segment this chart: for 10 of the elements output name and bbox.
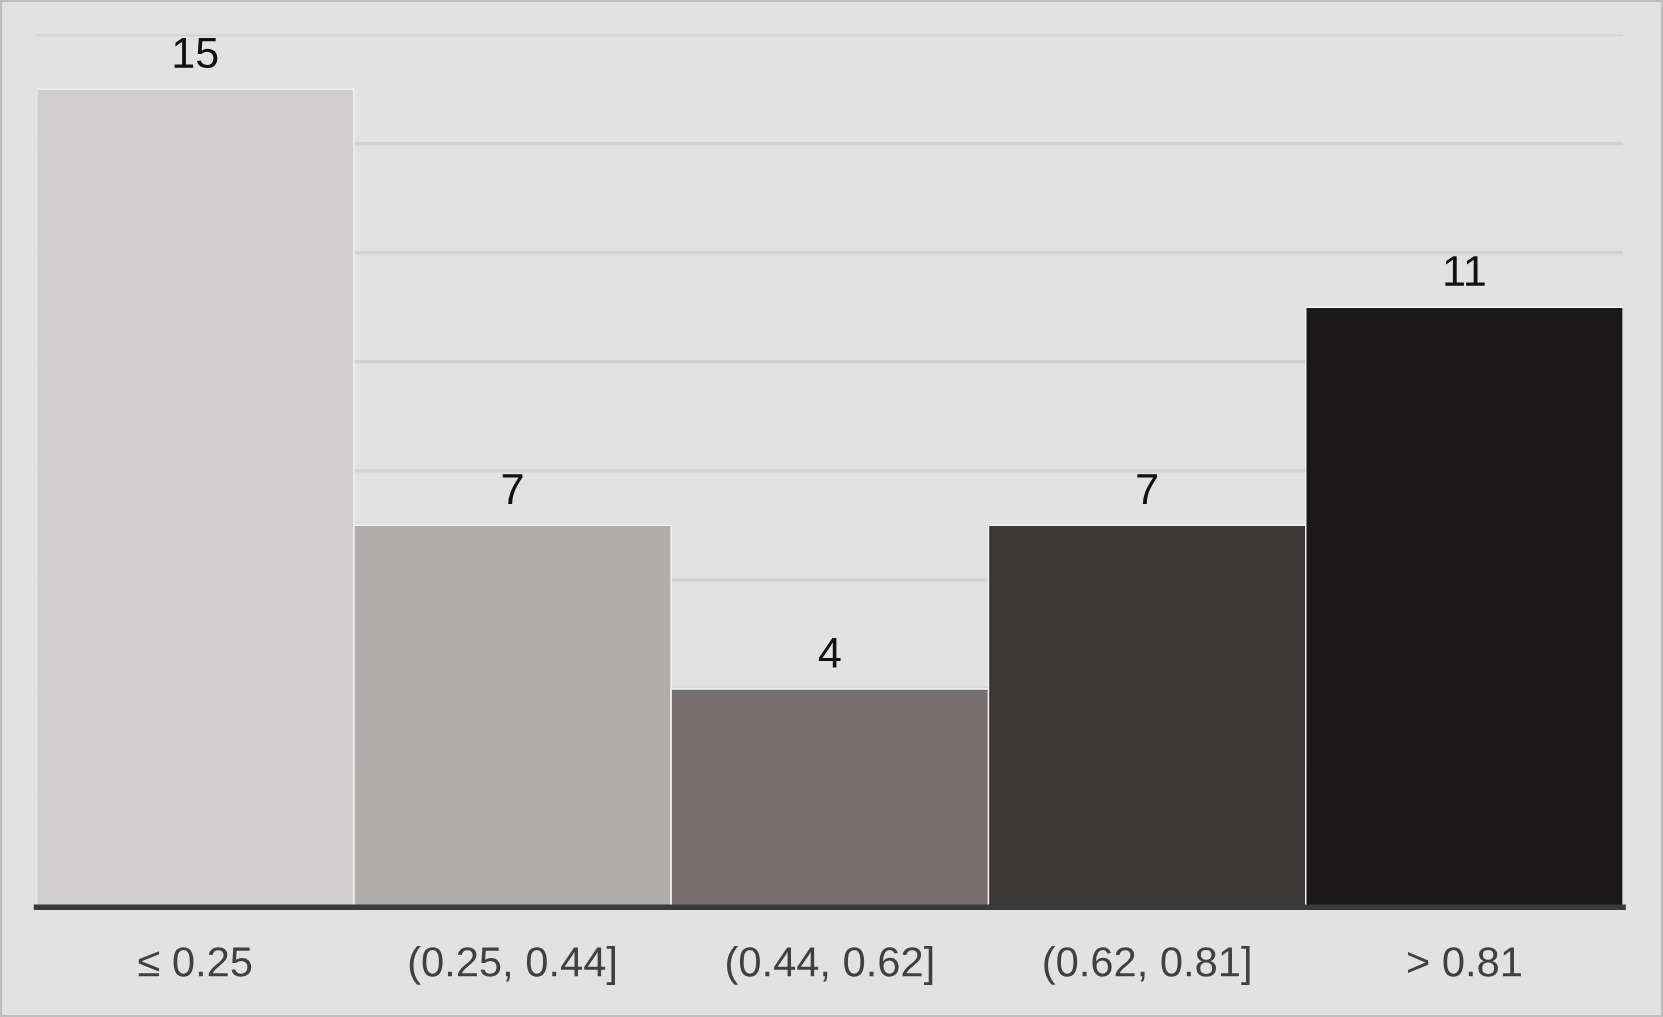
x-tick-label: ≤ 0.25: [138, 947, 252, 977]
data-label: 7: [502, 474, 523, 504]
data-label: 4: [818, 637, 841, 668]
data-label: 7: [1137, 474, 1157, 504]
data-label: 11: [1445, 256, 1485, 286]
data-label: 15: [174, 38, 218, 69]
x-tick-label: (0.44, 0.62]: [727, 946, 933, 985]
x-tick-label: (0.25, 0.44]: [409, 946, 615, 985]
x-tick-label: > 0.81: [1408, 947, 1521, 977]
x-tick-label: (0.62, 0.81]: [1044, 946, 1250, 985]
